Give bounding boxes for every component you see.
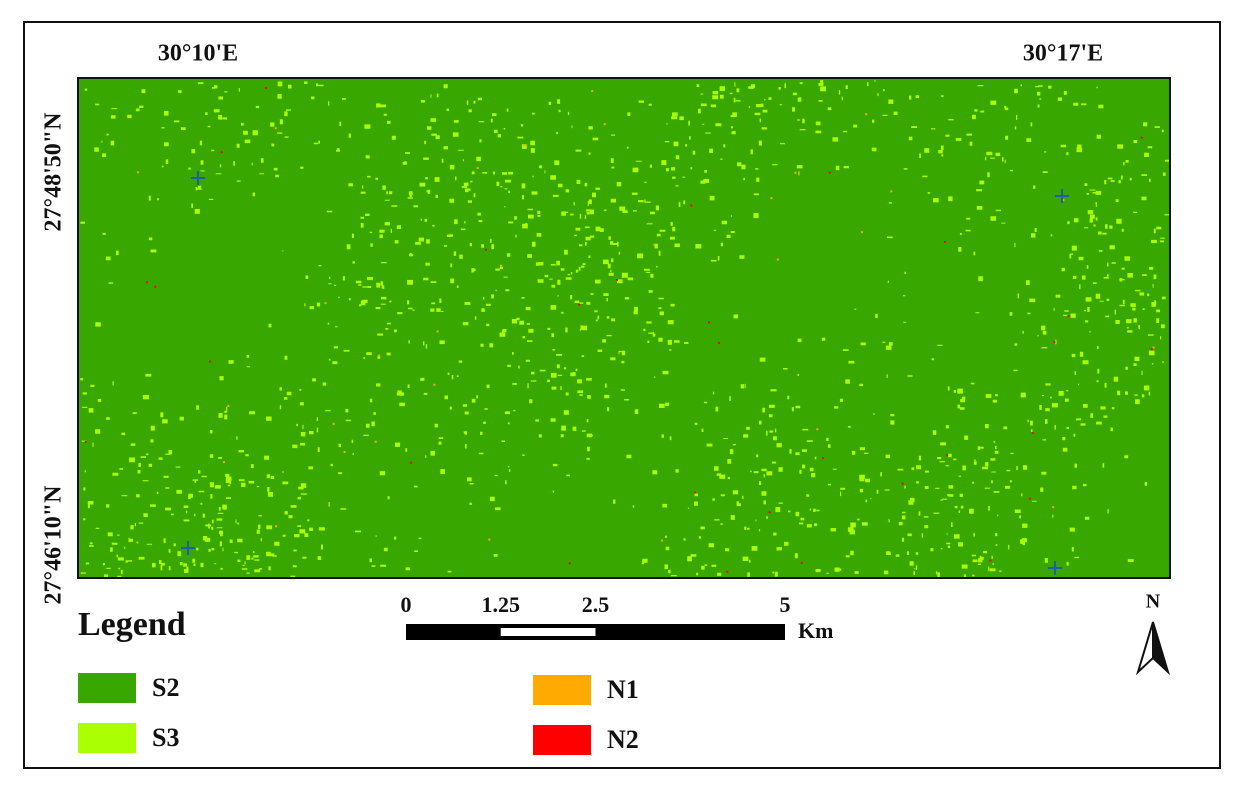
map-area: [78, 78, 1171, 580]
legend-swatch: [78, 723, 136, 753]
graticule-cross: [1048, 561, 1062, 575]
legend-label: S3: [152, 723, 179, 752]
graticule-cross: [191, 171, 205, 185]
north-label: N: [1146, 591, 1161, 613]
class-s3-area: [80, 80, 1171, 580]
class-s2-area: [78, 78, 1170, 578]
latitude-label: 27°48'50"N: [41, 112, 67, 232]
longitude-label: 30°10'E: [158, 41, 238, 67]
latitude-label: 27°46'10"N: [41, 485, 67, 605]
scale-tick-label: 0: [401, 592, 412, 617]
legend-swatch: [78, 673, 136, 703]
legend-swatch: [533, 675, 591, 705]
legend-label: S2: [152, 673, 179, 702]
scale-tick-label: 5: [780, 592, 791, 617]
legend-swatch: [533, 725, 591, 755]
north-arrow: [1152, 621, 1171, 676]
scale-tick-label: 1.25: [482, 592, 521, 617]
legend-title: Legend: [78, 606, 186, 643]
scale-segment: [500, 628, 596, 636]
longitude-label: 30°17'E: [1023, 41, 1103, 67]
scale-unit: Km: [798, 618, 833, 643]
graticule-cross: [1055, 189, 1069, 203]
scale-tick-label: 2.5: [582, 592, 610, 617]
map-border: [77, 77, 1171, 579]
graticule-cross: [181, 541, 195, 555]
legend-label: N2: [607, 725, 639, 754]
legend-label: N1: [607, 675, 639, 704]
